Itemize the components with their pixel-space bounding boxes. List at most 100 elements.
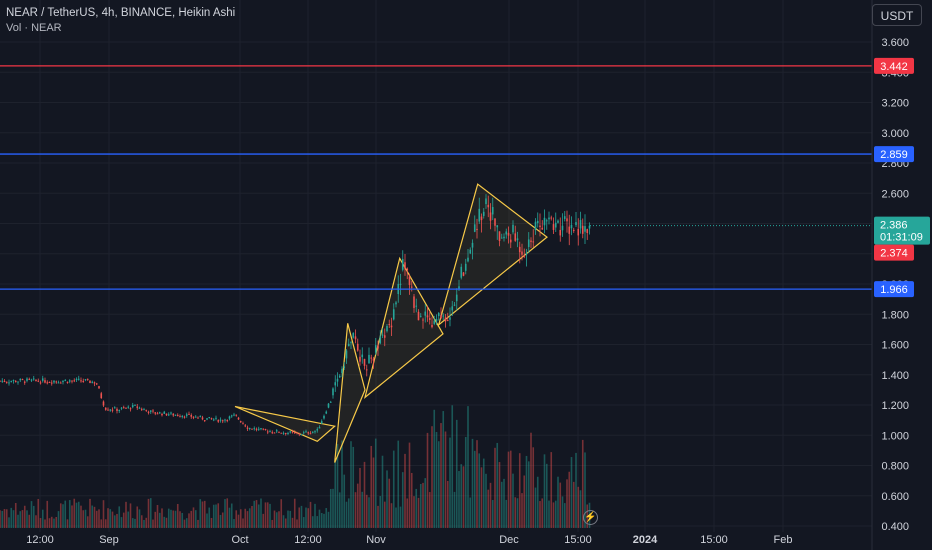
volume-bar bbox=[487, 490, 489, 528]
volume-bar bbox=[256, 500, 258, 528]
volume-bar bbox=[364, 462, 366, 528]
volume-bar bbox=[136, 506, 138, 528]
candle-body bbox=[91, 382, 93, 383]
candle-body bbox=[71, 381, 73, 382]
volume-bar bbox=[6, 509, 8, 528]
candle-body bbox=[278, 432, 280, 433]
volume-bar bbox=[44, 519, 46, 528]
volume-bar bbox=[222, 512, 224, 528]
triangle-drawing[interactable] bbox=[365, 258, 443, 397]
candle-body bbox=[348, 344, 350, 346]
candle-body bbox=[109, 410, 111, 411]
volume-bar bbox=[305, 508, 307, 528]
price-axis[interactable]: 3.6003.4003.2003.0002.8002.6002.4002.200… bbox=[872, 0, 909, 550]
chart-legend: NEAR / TetherUS, 4h, BINANCE, Heikin Ash… bbox=[6, 6, 235, 36]
volume-bar bbox=[215, 505, 217, 528]
volume-bar bbox=[553, 502, 555, 528]
candle-body bbox=[53, 381, 55, 383]
volume-bar bbox=[301, 506, 303, 528]
candle-body bbox=[391, 326, 393, 328]
candle-body bbox=[415, 306, 417, 307]
candle-body bbox=[411, 287, 413, 288]
volume-bar bbox=[375, 439, 377, 528]
volume-bar bbox=[150, 498, 152, 528]
volume-bar bbox=[35, 515, 37, 528]
time-axis[interactable]: 12:00 Sep Oct 12:00 Nov Dec 15:00 2024 15:00 Feb bbox=[26, 534, 792, 546]
candle-body bbox=[316, 429, 318, 430]
volume-bar bbox=[323, 514, 325, 528]
currency-button[interactable]: USDT bbox=[872, 4, 922, 26]
volume-bar bbox=[103, 500, 105, 528]
candle-body bbox=[366, 369, 368, 370]
lightning-icon[interactable]: ⚡ bbox=[583, 510, 598, 525]
volume-bar bbox=[557, 477, 559, 528]
volume-bar bbox=[454, 492, 456, 528]
candle-body bbox=[573, 230, 575, 231]
volume-bar bbox=[424, 478, 426, 528]
volume-bar bbox=[503, 479, 505, 528]
volume-bar bbox=[368, 497, 370, 528]
volume-bar bbox=[253, 501, 255, 528]
volume-bar bbox=[175, 511, 177, 528]
candle-body bbox=[577, 229, 579, 235]
volume-bar bbox=[316, 516, 318, 528]
candle-body bbox=[197, 418, 199, 419]
volume-bar bbox=[505, 500, 507, 528]
candle-body bbox=[118, 410, 120, 411]
candle-body bbox=[582, 226, 584, 234]
candle-body bbox=[154, 412, 156, 413]
y-tick-label: 0.400 bbox=[881, 521, 909, 533]
volume-bar bbox=[537, 477, 539, 528]
volume-bar bbox=[559, 483, 561, 528]
volume-bar bbox=[373, 458, 375, 528]
volume-bar bbox=[447, 481, 449, 528]
volume-bar bbox=[490, 483, 492, 528]
candle-body bbox=[553, 224, 555, 230]
candle-body bbox=[456, 295, 458, 302]
triangle-drawings[interactable] bbox=[235, 184, 547, 462]
volume-bar bbox=[370, 446, 372, 528]
volume-bar bbox=[154, 512, 156, 528]
volume-bar bbox=[357, 484, 359, 528]
volume-bar bbox=[33, 506, 35, 528]
candle-body bbox=[472, 243, 474, 248]
candle-body bbox=[280, 433, 282, 434]
symbol-title[interactable]: NEAR / TetherUS, 4h, BINANCE, Heikin Ash… bbox=[6, 6, 235, 21]
volume-bar bbox=[546, 464, 548, 528]
volume-bar bbox=[393, 451, 395, 528]
volume-bar bbox=[404, 454, 406, 528]
volume-bar bbox=[571, 457, 573, 528]
candle-body bbox=[249, 428, 251, 429]
candle-body bbox=[177, 415, 179, 416]
candle-body bbox=[152, 411, 154, 412]
volume-bar bbox=[51, 517, 53, 528]
candle-body bbox=[220, 420, 222, 421]
candle-body bbox=[580, 220, 582, 228]
candle-body bbox=[346, 351, 348, 359]
candle-body bbox=[161, 414, 163, 415]
volume-bar bbox=[276, 512, 278, 528]
candle-body bbox=[568, 227, 570, 234]
horizontal-lines[interactable] bbox=[0, 66, 872, 289]
volume-bar bbox=[197, 520, 199, 528]
candle-body bbox=[492, 207, 494, 214]
candle-body bbox=[487, 205, 489, 207]
candle-body bbox=[163, 412, 165, 414]
triangle-drawing[interactable] bbox=[235, 407, 335, 442]
candle-body bbox=[433, 321, 435, 324]
candle-body bbox=[251, 429, 253, 430]
volume-bar bbox=[24, 506, 26, 528]
candle-body bbox=[193, 417, 195, 418]
candle-body bbox=[334, 382, 336, 385]
volume-bar bbox=[294, 499, 296, 528]
candle-body bbox=[420, 316, 422, 317]
volume-bar bbox=[278, 511, 280, 528]
volume-bar bbox=[573, 482, 575, 528]
volume-bar bbox=[388, 479, 390, 528]
volume-bar bbox=[523, 476, 525, 528]
volume-bar bbox=[157, 505, 159, 528]
volume-label[interactable]: Vol · NEAR bbox=[6, 21, 235, 36]
candle-body bbox=[238, 418, 240, 420]
candle-body bbox=[26, 379, 28, 381]
